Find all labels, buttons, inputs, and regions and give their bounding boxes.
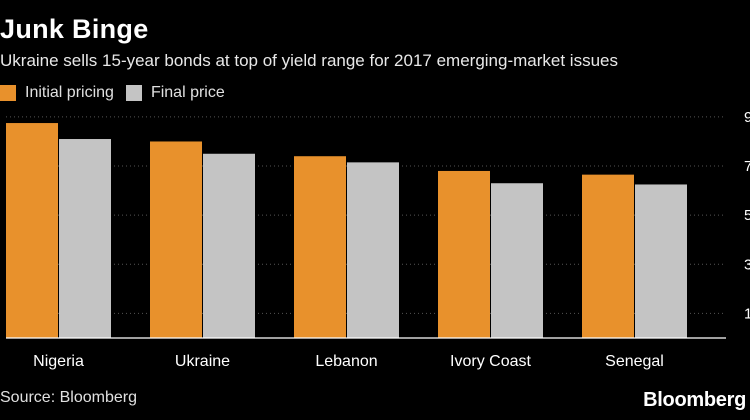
bar-final [203, 153, 255, 338]
chart-subtitle: Ukraine sells 15-year bonds at top of yi… [0, 51, 618, 70]
bar-final [491, 183, 543, 338]
legend: Initial pricing Final price [0, 84, 225, 102]
legend-label-final: Final price [150, 84, 225, 101]
x-tick-label: Nigeria [33, 353, 84, 370]
bar-initial [438, 170, 490, 338]
y-tick-label: 9 [744, 109, 750, 126]
y-tick-label: 7 [744, 158, 750, 175]
bar-initial [294, 156, 346, 338]
bar-final [347, 162, 399, 338]
legend-swatch-initial [0, 85, 16, 101]
source-note: Source: Bloomberg [0, 389, 137, 406]
bar-final [59, 139, 111, 338]
bar-final [635, 184, 687, 338]
chart-title: Junk Binge [0, 14, 149, 44]
legend-item-final: Final price [125, 84, 225, 102]
x-tick-label: Senegal [605, 353, 664, 370]
x-tick-label: Ukraine [175, 353, 230, 370]
y-tick-label: 1 [744, 305, 750, 322]
y-tick-label: 3 [744, 256, 750, 273]
legend-swatch-final [125, 85, 142, 101]
x-tick-label: Lebanon [315, 353, 377, 370]
bar-initial [582, 174, 634, 338]
y-tick-label: 5 [744, 207, 750, 224]
x-tick-label: Ivory Coast [450, 353, 531, 370]
bar-initial [150, 141, 202, 338]
bar-initial [6, 123, 58, 338]
legend-item-initial: Initial pricing [0, 84, 114, 102]
bloomberg-logo: Bloomberg [643, 389, 746, 411]
legend-label-initial: Initial pricing [25, 84, 114, 101]
